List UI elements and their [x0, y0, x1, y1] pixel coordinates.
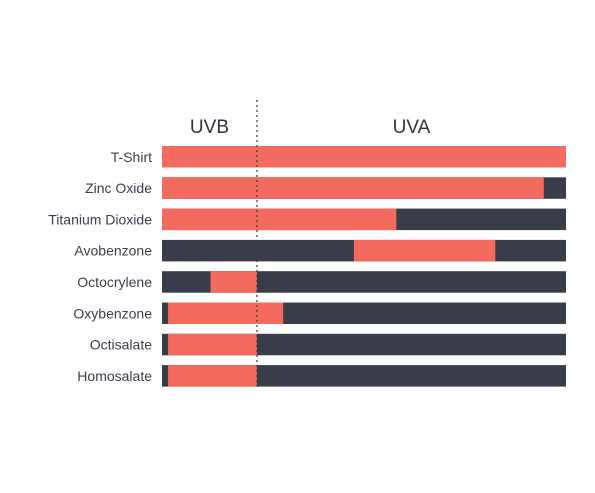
coverage-bar-octisalate [168, 333, 257, 356]
category-label-t-shirt: T-Shirt [111, 149, 152, 165]
region-label-uvb: UVB [190, 117, 229, 138]
category-label-zinc-oxide: Zinc Oxide [85, 180, 152, 196]
coverage-bar-homosalate [168, 365, 257, 387]
coverage-bar-avobenzone [353, 239, 496, 262]
coverage-bar-oxybenzone [168, 302, 284, 324]
category-label-octisalate: Octisalate [90, 337, 152, 353]
region-label-uva: UVA [393, 117, 431, 138]
coverage-bar-octocrylene [210, 271, 257, 293]
category-label-octocrylene: Octocrylene [77, 274, 152, 290]
bar-background-homosalate [162, 365, 566, 387]
category-label-oxybenzone: Oxybenzone [73, 305, 152, 321]
coverage-bar-t-shirt [162, 146, 566, 168]
bar-background-octisalate [162, 333, 566, 356]
category-label-homosalate: Homosalate [77, 368, 152, 384]
bar-background-octocrylene [162, 271, 566, 293]
category-label-avobenzone: Avobenzone [74, 243, 152, 259]
coverage-bar-titanium-dioxide [162, 208, 397, 231]
category-label-titanium-dioxide: Titanium Dioxide [48, 211, 152, 227]
coverage-bar-zinc-oxide [162, 177, 544, 199]
